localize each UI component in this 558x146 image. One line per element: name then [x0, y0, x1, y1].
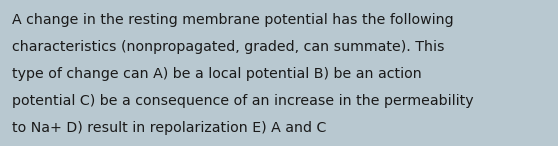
Text: characteristics (nonpropagated, graded, can summate). This: characteristics (nonpropagated, graded, …	[12, 40, 445, 54]
Text: A change in the resting membrane potential has the following: A change in the resting membrane potenti…	[12, 13, 454, 27]
Text: type of change can A) be a local potential B) be an action: type of change can A) be a local potenti…	[12, 67, 422, 81]
Text: to Na+ D) result in repolarization E) A and C: to Na+ D) result in repolarization E) A …	[12, 121, 326, 135]
Text: potential C) be a consequence of an increase in the permeability: potential C) be a consequence of an incr…	[12, 94, 474, 108]
